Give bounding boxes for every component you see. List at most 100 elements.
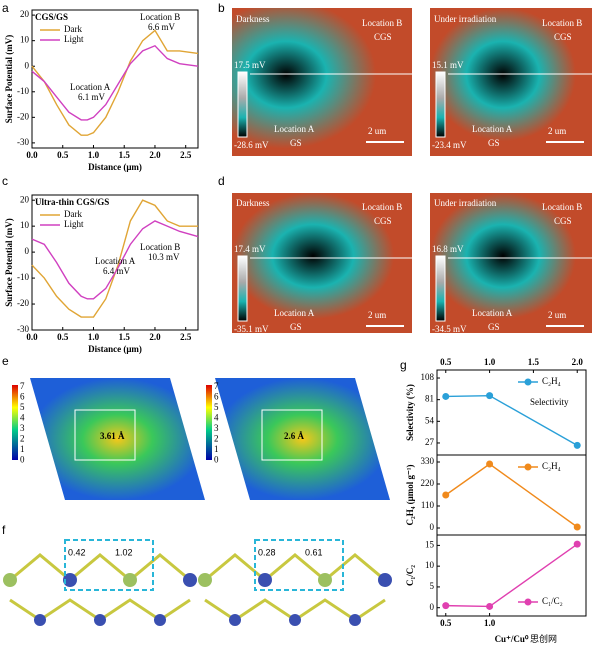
label: Under irradiation <box>434 14 497 24</box>
label: CGS <box>374 216 392 226</box>
label: 1 <box>20 444 25 454</box>
label: Location A <box>274 124 315 134</box>
marker <box>442 392 450 400</box>
label: Darkness <box>236 14 270 24</box>
label: 17.4 mV <box>234 244 266 254</box>
panel-letter: e <box>2 354 9 368</box>
label: 17.5 mV <box>234 60 266 70</box>
kpfm-image <box>430 8 592 156</box>
label: -28.6 mV <box>234 140 269 150</box>
legend-label: C₁/C₂ <box>542 596 563 606</box>
plot-frame <box>436 454 587 536</box>
y-axis-label: C₁/C₂ <box>405 565 415 586</box>
x-tick-label: 1.0 <box>88 332 100 342</box>
label: CGS <box>554 216 572 226</box>
line <box>445 463 578 528</box>
y-axis-label: Selectivity (%) <box>405 384 415 441</box>
x-tick-label: 2.0 <box>149 150 161 160</box>
panel-letter: a <box>2 1 9 15</box>
x-tick-label: 2.0 <box>149 332 161 342</box>
label: 3.61 Å <box>100 431 125 441</box>
y-axis-label: Surface Potential (mV) <box>4 35 14 123</box>
x-tick-label: 1.5 <box>528 357 540 367</box>
x-tick-label: 2.0 <box>572 357 584 367</box>
label: 2 <box>214 434 219 444</box>
label: 2.6 Å <box>284 431 305 441</box>
box <box>261 409 323 461</box>
panel-letter: g <box>400 358 407 372</box>
legend-label: Dark <box>64 209 82 219</box>
plot-frame <box>31 9 199 149</box>
x-tick-label: 1.0 <box>484 618 496 628</box>
legend-label: Light <box>64 219 84 229</box>
y-tick-label: 20 <box>20 9 30 19</box>
annotation: 6.1 mV <box>78 92 106 102</box>
x-tick-label: 0.5 <box>440 618 452 628</box>
label: 0.28 <box>258 547 276 557</box>
box <box>74 409 136 461</box>
label: 0.61 <box>305 547 323 557</box>
legend-marker <box>524 378 532 386</box>
legend-label: C₂H₄ <box>542 461 561 471</box>
x-tick-label: 2.5 <box>180 332 192 342</box>
label: GS <box>290 322 302 332</box>
y-tick-label: 220 <box>421 478 435 488</box>
label: 4 <box>214 413 219 423</box>
y-tick-label: 10 <box>20 35 30 45</box>
marker <box>486 392 494 400</box>
label: Location B <box>362 202 402 212</box>
label: -23.4 mV <box>432 140 467 150</box>
charge-density <box>215 378 390 500</box>
marker <box>442 602 450 610</box>
annotation: 10.3 mV <box>148 252 180 262</box>
label: 0.42 <box>68 547 86 557</box>
colorbar <box>206 385 212 460</box>
label: CGS <box>554 32 572 42</box>
x-tick-label: 1.5 <box>119 150 131 160</box>
y-tick-label: 0 <box>430 602 435 612</box>
y-tick-label: -30 <box>17 324 29 334</box>
x-tick-label: 1.0 <box>484 357 496 367</box>
chart-title: Ultra-thin CGS/GS <box>35 197 109 207</box>
label: Location A <box>274 308 315 318</box>
atoms <box>3 573 392 626</box>
legend-label: C₂H₄ <box>542 376 561 386</box>
label: GS <box>488 322 500 332</box>
label: CGS <box>374 32 392 42</box>
y-tick-label: 27 <box>425 437 435 447</box>
marker <box>486 602 494 610</box>
label: GS <box>488 138 500 148</box>
label: 0 <box>214 455 219 465</box>
colorbar <box>12 385 18 460</box>
line <box>31 29 199 136</box>
y-tick-label: 10 <box>20 220 30 230</box>
y-tick-label: 20 <box>20 194 30 204</box>
label: Under irradiation <box>434 198 497 208</box>
line <box>31 220 199 300</box>
y-tick-label: 81 <box>425 394 434 404</box>
label: 2 <box>20 434 25 444</box>
x-tick-label: 0.5 <box>57 150 69 160</box>
x-axis-label: Cu⁺/Cu⁰ <box>495 634 529 644</box>
images <box>3 8 592 626</box>
y-axis-label: C₂H₄ (μmol g⁻¹) <box>405 465 415 526</box>
marker <box>486 460 494 468</box>
marker <box>442 491 450 499</box>
panel-letter: d <box>218 174 225 188</box>
kpfm-image <box>232 193 412 333</box>
colorbar <box>237 255 248 322</box>
panel-letter: f <box>2 523 6 537</box>
label: 5 <box>214 402 219 412</box>
annotation: Location A <box>95 256 136 266</box>
y-tick-label: -10 <box>17 272 29 282</box>
bonds <box>9 553 191 622</box>
x-axis-label: Distance (μm) <box>88 162 142 172</box>
label: -34.5 mV <box>432 324 467 334</box>
label: 2 um <box>548 126 566 136</box>
label: 2 um <box>368 310 386 320</box>
y-tick-label: 0 <box>25 60 30 70</box>
label: 7 <box>214 381 219 391</box>
label: Location B <box>542 18 582 28</box>
annotation: Location B <box>140 242 180 252</box>
plot-frame <box>436 369 587 456</box>
